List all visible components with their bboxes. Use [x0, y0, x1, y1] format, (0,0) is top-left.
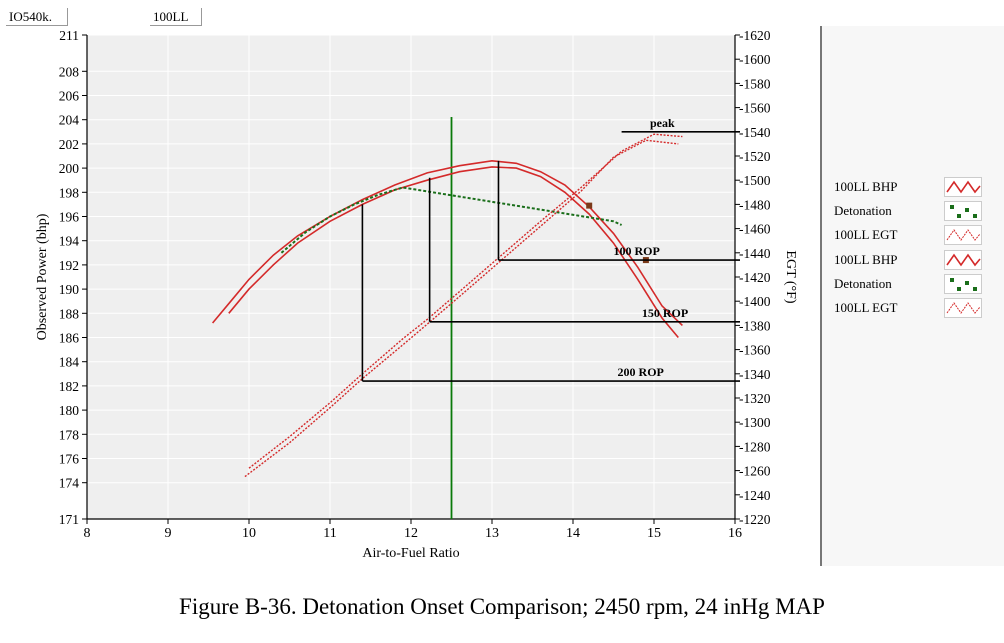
- y-tick-label: 204: [59, 113, 80, 128]
- y-tick-label: 200: [59, 161, 80, 176]
- chart-panel: 8 9 10 11 12 13 14 15 16 171 174 176 178 180 182 184 186…: [35, 28, 798, 561]
- y2-tick-label: -1460: [739, 222, 771, 237]
- y-tick-label: 196: [59, 210, 80, 225]
- legend-entry-detonation-2: Detonation: [834, 276, 892, 291]
- y-tick-label: 194: [59, 234, 80, 249]
- x-axis-label: Air-to-Fuel Ratio: [362, 546, 459, 561]
- y2-tick-label: -1600: [739, 52, 771, 67]
- y2-tick-label: -1480: [739, 197, 771, 212]
- y-tick-label: 176: [59, 452, 80, 467]
- ref-line-label: 200 ROP: [618, 365, 664, 379]
- y-tick-label: 198: [59, 185, 80, 200]
- detonation-point: [586, 202, 593, 209]
- y-tick-label: 188: [59, 306, 80, 321]
- y-tick-label: 182: [59, 379, 79, 394]
- y-tick-label: 186: [59, 331, 80, 346]
- y2-tick-label: -1620: [739, 28, 771, 43]
- y-tick-label: 208: [59, 64, 80, 79]
- legend-entry-bhp-2: 100LL BHP: [834, 252, 898, 267]
- y2-axis-label: EGT (°F): [783, 250, 798, 304]
- ref-line-label: peak: [650, 116, 675, 130]
- y2-tick-label: -1560: [739, 101, 771, 116]
- y-tick-label: 180: [59, 403, 80, 418]
- y-tick-label: 171: [59, 512, 79, 527]
- legend-swatch-egt-2: [944, 298, 982, 318]
- series-line-2: [228, 166, 679, 339]
- y2-tick-label: -1540: [739, 125, 771, 140]
- legend-swatch-detonation-2: [944, 274, 982, 294]
- y2-tick-label: -1400: [739, 294, 771, 309]
- chart-svg: 8 9 10 11 12 13 14 15 16 171 174 176 178 180 182 184 186…: [35, 28, 798, 561]
- y-tick-label: 202: [59, 137, 79, 152]
- y-tick-label: 190: [59, 282, 80, 297]
- legend-entry-egt-2: 100LL EGT: [834, 300, 898, 315]
- y2-tick-label: -1440: [739, 246, 771, 261]
- y2-tick-label: -1380: [739, 318, 771, 333]
- series-line-5: [244, 139, 679, 478]
- ref-line-label: 100 ROP: [614, 244, 660, 258]
- legend-panel: 100LL BHP Detonation 100LL EGT 100LL BHP…: [820, 26, 1004, 566]
- y2-tick-label: -1220: [739, 512, 771, 527]
- x-tick-label: 12: [404, 526, 418, 541]
- fuel-field: 100LL: [150, 8, 202, 26]
- series-line-4: [248, 133, 683, 469]
- y-tick-label: 174: [59, 476, 80, 491]
- y2-tick-label: -1320: [739, 391, 771, 406]
- ref-line-label: 150 ROP: [642, 306, 688, 320]
- x-tick-label: 8: [84, 526, 91, 541]
- x-tick-label: 16: [728, 526, 742, 541]
- legend-entry-bhp-1: 100LL BHP: [834, 179, 898, 194]
- legend-swatch-egt-1: [944, 225, 982, 245]
- y-tick-label: 178: [59, 427, 80, 442]
- series-line-3: [280, 186, 623, 254]
- y-tick-label: 211: [59, 28, 79, 43]
- y2-tick-label: -1340: [739, 367, 771, 382]
- series-line-1: [211, 159, 683, 326]
- legend-entry-egt-1: 100LL EGT: [834, 227, 898, 242]
- y2-tick-label: -1520: [739, 149, 771, 164]
- y2-tick-label: -1260: [739, 464, 771, 479]
- y2-tick-label: -1240: [739, 488, 771, 503]
- y-tick-label: 206: [59, 89, 80, 104]
- y2-tick-label: -1500: [739, 173, 771, 188]
- engine-field: IO540k.: [6, 8, 68, 26]
- y-tick-label: 184: [59, 355, 80, 370]
- y-axis-label: Observed Power (bhp): [35, 213, 50, 340]
- legend-swatch-detonation-1: [944, 201, 982, 221]
- x-tick-label: 9: [165, 526, 172, 541]
- legend-entry-detonation-1: Detonation: [834, 203, 892, 218]
- x-tick-label: 10: [242, 526, 256, 541]
- y2-tick-label: -1300: [739, 415, 771, 430]
- y2-tick-label: -1580: [739, 76, 771, 91]
- x-tick-label: 11: [323, 526, 336, 541]
- legend-swatch-bhp-2: [944, 250, 982, 270]
- legend-swatch-bhp-1: [944, 177, 982, 197]
- figure-caption: Figure B-36. Detonation Onset Comparison…: [179, 594, 825, 619]
- y2-tick-label: -1280: [739, 439, 771, 454]
- x-tick-label: 13: [485, 526, 499, 541]
- x-tick-label: 15: [647, 526, 661, 541]
- y2-tick-label: -1360: [739, 343, 771, 358]
- y-tick-label: 192: [59, 258, 79, 273]
- x-tick-label: 14: [566, 526, 580, 541]
- y2-tick-label: -1420: [739, 270, 771, 285]
